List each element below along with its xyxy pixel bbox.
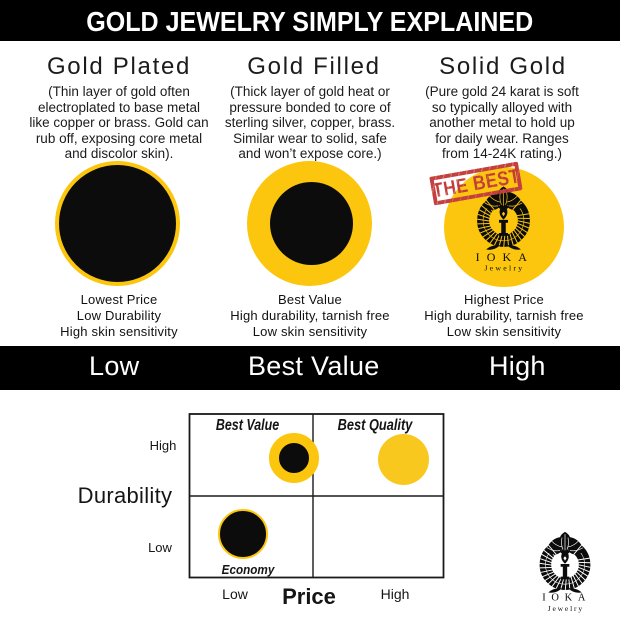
- svg-text:IOKA: IOKA: [476, 250, 534, 264]
- svg-text:Jewelry: Jewelry: [484, 263, 524, 272]
- svg-text:Jewelry: Jewelry: [548, 604, 584, 613]
- svg-text:IOKA: IOKA: [542, 592, 591, 603]
